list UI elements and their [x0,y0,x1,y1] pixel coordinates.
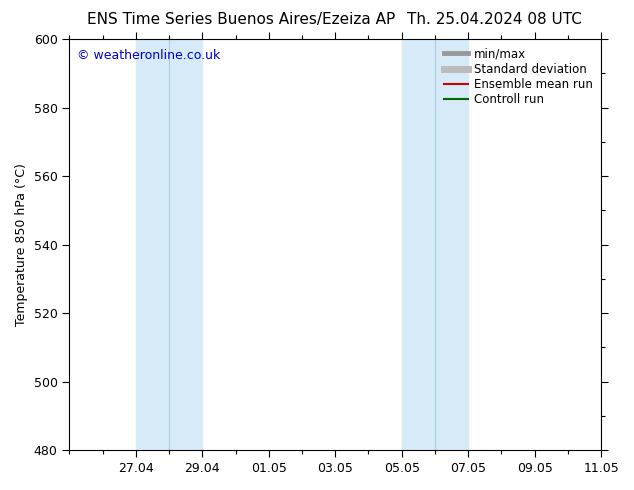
Bar [601,39,618,450]
Text: ENS Time Series Buenos Aires/Ezeiza AP: ENS Time Series Buenos Aires/Ezeiza AP [87,12,395,27]
Text: Th. 25.04.2024 08 UTC: Th. 25.04.2024 08 UTC [407,12,582,27]
Y-axis label: Temperature 850 hPa (°C): Temperature 850 hPa (°C) [15,163,28,326]
Bar [136,39,202,450]
Text: © weatheronline.co.uk: © weatheronline.co.uk [77,49,221,62]
Bar [402,39,468,450]
Legend: min/max, Standard deviation, Ensemble mean run, Controll run: min/max, Standard deviation, Ensemble me… [440,43,598,111]
